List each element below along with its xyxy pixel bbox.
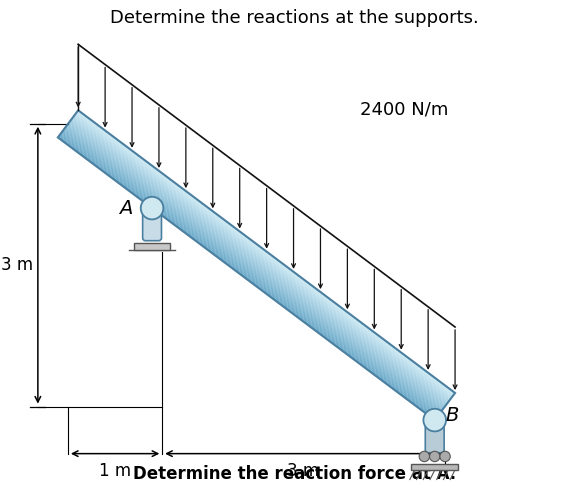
Circle shape	[440, 451, 450, 462]
Polygon shape	[61, 133, 438, 416]
FancyBboxPatch shape	[142, 209, 162, 241]
Polygon shape	[67, 124, 444, 408]
Polygon shape	[58, 136, 436, 419]
Polygon shape	[70, 121, 447, 404]
Polygon shape	[68, 124, 445, 407]
Polygon shape	[71, 120, 448, 403]
Polygon shape	[74, 115, 451, 398]
Text: A: A	[119, 199, 133, 218]
Polygon shape	[76, 113, 453, 396]
Bar	[411, 464, 458, 470]
Circle shape	[141, 197, 164, 220]
Polygon shape	[78, 110, 455, 394]
Polygon shape	[71, 119, 449, 403]
Polygon shape	[68, 123, 446, 407]
Text: Determine the reactions at the supports.: Determine the reactions at the supports.	[110, 9, 478, 27]
Text: 3 m: 3 m	[1, 256, 33, 274]
Text: 1 m: 1 m	[99, 462, 131, 480]
Text: 3 m: 3 m	[287, 462, 319, 480]
Polygon shape	[60, 135, 437, 418]
Polygon shape	[58, 137, 435, 420]
Polygon shape	[66, 126, 443, 409]
Polygon shape	[61, 132, 439, 415]
Polygon shape	[77, 112, 454, 395]
Polygon shape	[75, 114, 452, 398]
Circle shape	[419, 451, 429, 462]
Polygon shape	[64, 129, 442, 412]
Polygon shape	[60, 134, 437, 417]
Polygon shape	[62, 131, 440, 414]
Polygon shape	[75, 114, 453, 397]
Text: Determine the reaction force at A.: Determine the reaction force at A.	[133, 466, 456, 483]
Polygon shape	[60, 133, 438, 417]
Polygon shape	[64, 128, 442, 411]
Polygon shape	[74, 116, 451, 399]
Bar	[134, 243, 170, 250]
Text: 2400 N/m: 2400 N/m	[360, 101, 449, 119]
Polygon shape	[62, 131, 439, 415]
Text: B: B	[445, 406, 458, 425]
Polygon shape	[76, 112, 454, 396]
Polygon shape	[59, 135, 436, 419]
Polygon shape	[73, 117, 450, 400]
Polygon shape	[72, 117, 450, 401]
Circle shape	[429, 451, 440, 462]
FancyBboxPatch shape	[425, 421, 444, 453]
Polygon shape	[64, 129, 441, 413]
Circle shape	[423, 409, 446, 431]
Polygon shape	[69, 121, 447, 405]
Polygon shape	[72, 118, 450, 401]
Polygon shape	[69, 122, 446, 405]
Polygon shape	[72, 119, 449, 402]
Polygon shape	[68, 122, 446, 406]
Polygon shape	[67, 125, 444, 408]
Polygon shape	[77, 111, 454, 394]
Polygon shape	[65, 127, 442, 410]
Polygon shape	[63, 130, 440, 413]
Polygon shape	[65, 126, 443, 410]
